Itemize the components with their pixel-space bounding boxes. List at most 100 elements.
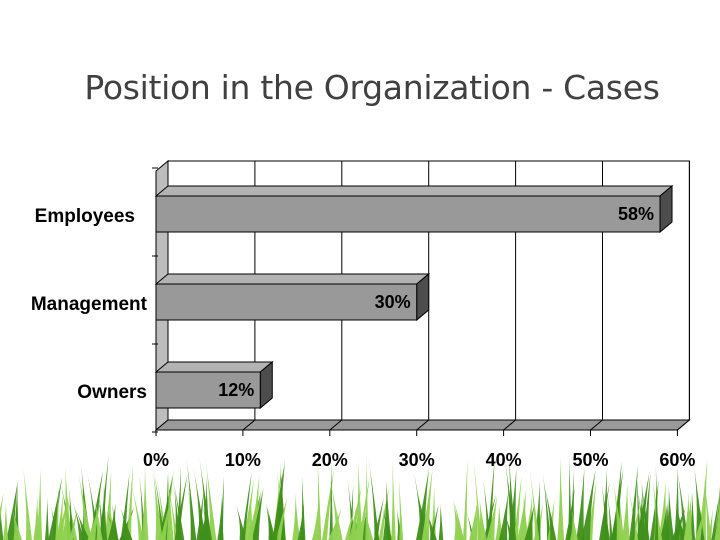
grass-blade [219, 476, 225, 540]
grass-blade [659, 503, 668, 540]
bar-chart: 58% 30% 12% 0% 10% 20% 30% 40% 50% 60% Employees… [31, 159, 695, 470]
grass-blade [81, 466, 91, 540]
grass-blade [429, 504, 439, 540]
grass-blade [141, 467, 149, 540]
bar-face [155, 371, 261, 409]
bar-top [154, 273, 431, 285]
bars: 58% 30% 12% [154, 184, 674, 410]
x-axis: 0% 10% 20% 30% 40% 50% 60% [143, 167, 695, 470]
grass-blade [487, 458, 495, 540]
grass-blade [104, 471, 112, 540]
bar-employees: 58% [154, 184, 674, 234]
x-tick-label: 0% [143, 450, 169, 470]
grass-blade [398, 478, 404, 540]
category-label: Owners [77, 382, 147, 403]
x-tick-label: 50% [572, 450, 608, 470]
x-tick-label: 60% [659, 450, 695, 470]
grass-blade [266, 505, 276, 540]
grass-blade [557, 456, 565, 540]
grass-blade [292, 492, 301, 540]
grass-blade [328, 508, 342, 540]
grass-blade [416, 467, 430, 540]
grass-blade [69, 509, 78, 540]
grass-blade [167, 483, 178, 540]
grass-blade [311, 505, 321, 540]
grass-blade [683, 491, 691, 540]
grass-blade [649, 479, 659, 540]
grass-blade [601, 468, 609, 540]
x-tick-label: 10% [225, 450, 261, 470]
grass-blade [607, 494, 613, 540]
grass-blade [714, 496, 720, 540]
grass-decoration [0, 455, 720, 540]
grass-blade [694, 466, 705, 540]
gridline-floor [329, 419, 343, 431]
grass-blade [329, 462, 333, 540]
grass-blade [382, 479, 392, 540]
grass-blade [452, 495, 465, 540]
grass-blade [391, 461, 396, 540]
grass-blade [152, 464, 165, 540]
grass-blade [636, 470, 641, 540]
bar-owners: 12% [154, 360, 274, 410]
gridline-floor [416, 419, 430, 431]
bar-top [154, 361, 274, 373]
grass-blade [498, 490, 509, 540]
grass-blade [462, 458, 468, 540]
grass-blade [160, 497, 172, 540]
grass-blade [344, 509, 355, 540]
grass-blade [570, 509, 578, 540]
grass-blade [519, 494, 529, 540]
grass-blade [58, 507, 65, 540]
grass-blade [120, 472, 130, 540]
grass-blade [504, 459, 517, 540]
grass-blade [697, 459, 708, 540]
grass-blade [55, 486, 59, 540]
grass-blade [248, 499, 254, 540]
grass-blade [300, 475, 306, 540]
bar-top [154, 185, 674, 197]
grass-blade [193, 467, 207, 540]
bar-management: 30% [154, 272, 431, 322]
grass-blade [265, 501, 274, 540]
grass-blade [317, 457, 322, 540]
grass-blade [100, 483, 108, 540]
y-axis: Employees Management Owners [31, 206, 148, 403]
gridline-floor [590, 419, 603, 431]
x-tick-label: 30% [399, 450, 435, 470]
grass-blade [48, 476, 63, 540]
grass-blade [652, 480, 663, 540]
grass-blade [368, 456, 380, 540]
grass-blade [186, 457, 197, 540]
grass-blade [567, 455, 572, 540]
grass-blade [12, 508, 23, 540]
grass-blade [654, 465, 659, 540]
gridline-floor [242, 419, 256, 431]
grass-blade [126, 463, 134, 540]
grass-blade [629, 464, 639, 540]
bar-face [155, 195, 661, 233]
grass-blade [77, 469, 92, 540]
grass-blade [524, 504, 535, 540]
grass-blade [13, 482, 19, 540]
grass-blade [6, 480, 18, 540]
grass-blade [236, 504, 247, 540]
grass-blade [174, 487, 181, 540]
grass-blade [636, 472, 650, 540]
grass-blade [23, 467, 32, 540]
grass-blade [365, 455, 369, 540]
chart-title: Position in the Organization - Cases [84, 68, 660, 107]
grass-blade [275, 496, 288, 540]
grass-blade [205, 457, 217, 540]
grass-blade [166, 470, 174, 540]
grass-blade [421, 467, 433, 540]
grass-blade [241, 471, 252, 540]
grass-blade [694, 504, 707, 540]
grass-blade [171, 475, 185, 540]
grass-blade [251, 487, 264, 540]
grass-blade [174, 474, 188, 540]
grass-blade [0, 492, 4, 524]
grass-blade [621, 483, 630, 540]
grass-blade [87, 500, 101, 540]
grass-blade [120, 507, 133, 540]
